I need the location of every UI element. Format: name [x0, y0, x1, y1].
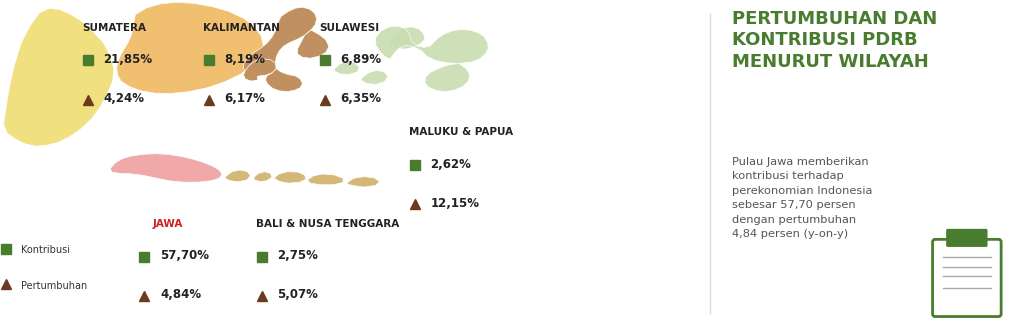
Polygon shape	[361, 70, 388, 84]
Text: 2,62%: 2,62%	[430, 158, 471, 171]
Polygon shape	[265, 69, 302, 92]
Text: Pertumbuhan: Pertumbuhan	[22, 281, 88, 291]
Text: PERTUMBUHAN DAN
KONTRIBUSI PDRB
MENURUT WILAYAH: PERTUMBUHAN DAN KONTRIBUSI PDRB MENURUT …	[732, 10, 937, 71]
Polygon shape	[225, 170, 251, 182]
Text: KALIMANTAN: KALIMANTAN	[203, 23, 280, 33]
Polygon shape	[274, 172, 306, 183]
Text: 12,15%: 12,15%	[430, 197, 479, 210]
Text: Kontribusi: Kontribusi	[22, 245, 71, 255]
Text: 2,75%: 2,75%	[278, 249, 318, 262]
Polygon shape	[307, 174, 343, 185]
Text: 4,84%: 4,84%	[160, 288, 202, 301]
Text: BALI & NUSA TENGGARA: BALI & NUSA TENGGARA	[256, 219, 399, 229]
Text: MALUKU & PAPUA: MALUKU & PAPUA	[410, 127, 513, 137]
Text: 57,70%: 57,70%	[160, 249, 209, 262]
Text: Pulau Jawa memberikan
kontribusi terhadap
perekonomian Indonesia
sebesar 57,70 p: Pulau Jawa memberikan kontribusi terhada…	[732, 157, 872, 239]
Polygon shape	[335, 61, 359, 75]
Text: 5,07%: 5,07%	[278, 288, 318, 301]
Text: 4,24%: 4,24%	[103, 92, 144, 105]
FancyBboxPatch shape	[947, 230, 987, 246]
Polygon shape	[425, 63, 470, 92]
Text: 8,19%: 8,19%	[224, 53, 265, 66]
Text: 6,89%: 6,89%	[340, 53, 381, 66]
Polygon shape	[244, 7, 316, 76]
Polygon shape	[388, 27, 425, 49]
Polygon shape	[376, 26, 488, 63]
Text: 6,35%: 6,35%	[340, 92, 381, 105]
Polygon shape	[117, 2, 263, 94]
Text: JAWA: JAWA	[153, 219, 183, 229]
Text: 6,17%: 6,17%	[224, 92, 265, 105]
Text: 21,85%: 21,85%	[103, 53, 153, 66]
Polygon shape	[347, 177, 379, 187]
Polygon shape	[111, 154, 222, 182]
Text: SULAWESI: SULAWESI	[318, 23, 379, 33]
FancyBboxPatch shape	[933, 239, 1001, 317]
Polygon shape	[3, 8, 114, 146]
Text: SUMATERA: SUMATERA	[82, 23, 145, 33]
Polygon shape	[244, 59, 276, 81]
Polygon shape	[254, 172, 271, 181]
Polygon shape	[298, 30, 329, 58]
